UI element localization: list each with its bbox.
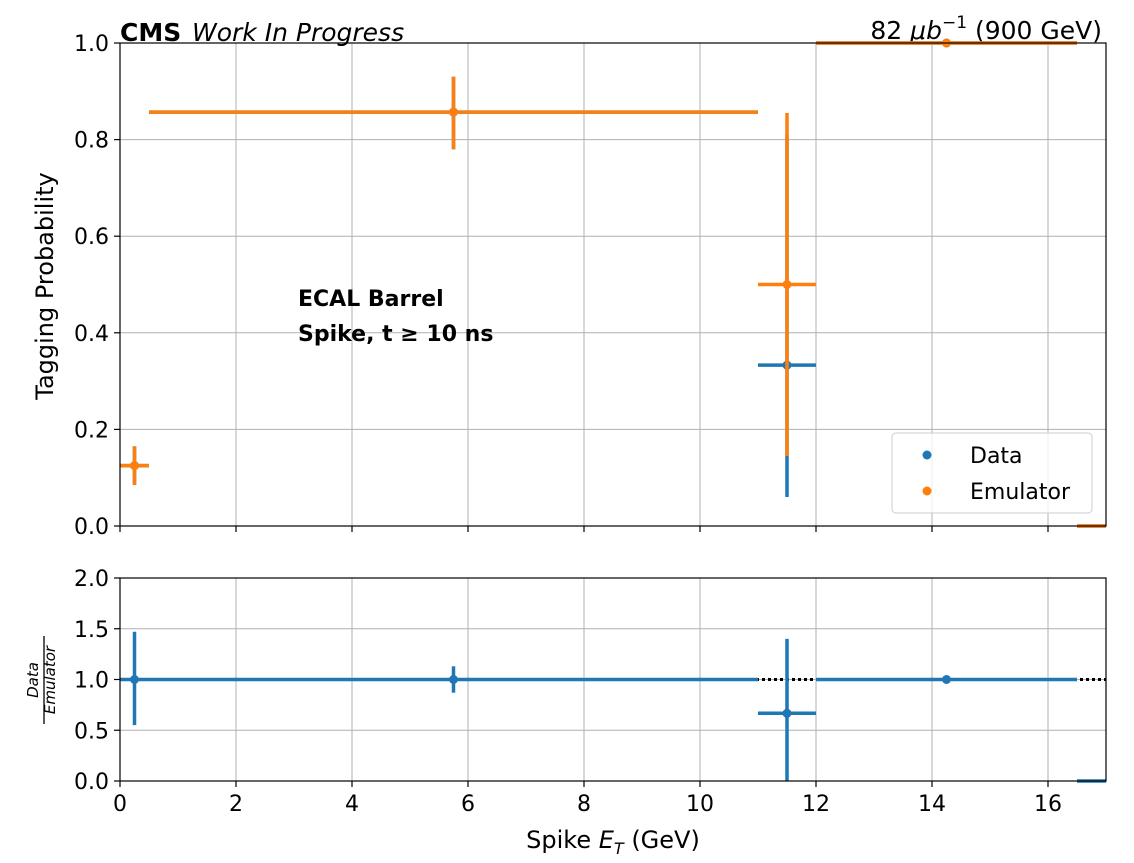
ratio-data-marker-0 bbox=[130, 675, 139, 684]
ratio-ylabel-denominator: Emulator bbox=[41, 645, 59, 714]
main-ylabel: Tagging Probability bbox=[31, 172, 59, 400]
x-tick-label-8: 8 bbox=[577, 792, 591, 817]
ratio-ylabel-numerator: Data bbox=[24, 662, 42, 698]
legend-label-data: Data bbox=[970, 444, 1023, 469]
main-emulator-marker-2 bbox=[782, 280, 792, 289]
main-emulator-marker-1 bbox=[449, 107, 458, 117]
ratio-data-point-3 bbox=[816, 675, 1077, 684]
lumi-prefix: 82 bbox=[870, 16, 910, 45]
main-emulator-point-1 bbox=[149, 76, 758, 150]
main-y-tick-label-4: 0.8 bbox=[74, 129, 109, 154]
ratio-data-marker-2 bbox=[782, 708, 792, 718]
main-y-tick-label-2: 0.4 bbox=[74, 322, 109, 347]
legend-marker-emulator bbox=[922, 486, 932, 496]
lumi-exponent: −1 bbox=[942, 13, 967, 33]
legend-marker-data bbox=[922, 450, 932, 460]
xlabel-symbol: E bbox=[599, 826, 615, 854]
x-tick-label-6: 6 bbox=[461, 792, 475, 817]
legend: Data Emulator bbox=[891, 432, 1093, 514]
main-panel: 0.0 0.2 0.4 0.6 0.8 1.0 Tagging Probability E… bbox=[31, 32, 1107, 540]
legend-box bbox=[891, 432, 1093, 514]
ratio-y-tick-label-0: 0.0 bbox=[74, 770, 109, 795]
x-axis-label: Spike ET (GeV) bbox=[526, 826, 700, 858]
x-tick-label-4: 4 bbox=[345, 792, 359, 817]
main-y-tick-label-3: 0.6 bbox=[74, 225, 109, 250]
main-emulator-point-2 bbox=[758, 113, 816, 456]
xlabel-subscript: T bbox=[614, 839, 625, 858]
annotation-line2: Spike, t ≥ 10 ns bbox=[298, 322, 493, 347]
main-emulator-marker-0 bbox=[130, 461, 139, 471]
ratio-ylabel: Data Emulator bbox=[24, 636, 59, 724]
ratio-marks bbox=[120, 631, 1106, 783]
legend-label-emulator: Emulator bbox=[970, 480, 1071, 505]
main-emulator-point-0 bbox=[120, 446, 149, 485]
main-ticks: 0.0 0.2 0.4 0.6 0.8 1.0 bbox=[74, 32, 1049, 540]
ratio-ticks: 0 2 4 6 8 10 12 14 16 0.0 0.5 1.0 1.5 2.0 bbox=[74, 567, 1062, 817]
xlabel-prefix: Spike bbox=[526, 826, 599, 854]
x-tick-label-12: 12 bbox=[802, 792, 830, 817]
x-tick-label-10: 10 bbox=[686, 792, 714, 817]
ratio-panel: 0 2 4 6 8 10 12 14 16 0.0 0.5 1.0 1.5 2.0 Data Emulat… bbox=[24, 567, 1107, 858]
main-y-tick-label-5: 1.0 bbox=[74, 32, 109, 57]
annotation-line1: ECAL Barrel bbox=[298, 287, 444, 312]
lumi-unit: μb bbox=[909, 16, 942, 45]
ratio-data-point-2 bbox=[758, 638, 816, 781]
main-y-tick-label-1: 0.2 bbox=[74, 418, 109, 443]
x-tick-label-2: 2 bbox=[229, 792, 243, 817]
main-y-tick-label-0: 0.0 bbox=[74, 515, 109, 540]
ratio-y-tick-label-4: 2.0 bbox=[74, 567, 109, 592]
x-tick-label-14: 14 bbox=[918, 792, 946, 817]
ratio-data-point-0 bbox=[120, 631, 149, 726]
x-tick-label-0: 0 bbox=[113, 792, 127, 817]
x-tick-label-16: 16 bbox=[1034, 792, 1062, 817]
ratio-data-point-1 bbox=[149, 666, 758, 693]
ratio-data-marker-1 bbox=[449, 675, 458, 684]
experiment-label: CMS bbox=[120, 18, 181, 47]
ratio-y-tick-label-1: 0.5 bbox=[74, 719, 109, 744]
status-label: Work In Progress bbox=[192, 18, 404, 47]
ratio-y-tick-label-3: 1.5 bbox=[74, 618, 109, 643]
main-frame bbox=[119, 42, 1107, 527]
ratio-y-tick-label-2: 1.0 bbox=[74, 669, 109, 694]
xlabel-suffix: (GeV) bbox=[624, 826, 700, 854]
lumi-suffix: (900 GeV) bbox=[967, 16, 1102, 45]
ratio-data-marker-3 bbox=[942, 675, 951, 684]
lumi-label: 82 μb−1 (900 GeV) bbox=[870, 13, 1102, 45]
